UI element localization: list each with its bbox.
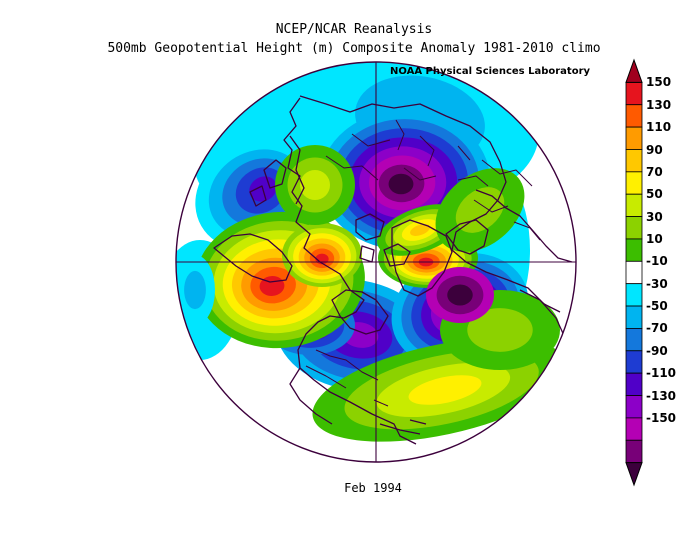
colorbar-label: 30 (646, 209, 663, 224)
colorbar-swatch (625, 305, 643, 329)
colorbar-swatch (625, 260, 643, 285)
colorbar-top-arrow (625, 58, 643, 83)
colorbar-label: -30 (646, 276, 668, 291)
colorbar-swatch (625, 104, 643, 128)
colorbar-swatch (625, 439, 643, 464)
colorbar-swatches (625, 81, 643, 464)
contour-band (184, 270, 206, 310)
colorbar-swatch (625, 372, 643, 396)
colorbar-label: -110 (646, 366, 677, 381)
colorbar-label: -150 (646, 410, 677, 425)
colorbar-label: -50 (646, 299, 668, 314)
colorbar-swatch (625, 417, 643, 441)
colorbar-swatch (625, 238, 643, 262)
eurasia-coast (299, 95, 561, 313)
colorbar-label: -90 (646, 343, 668, 358)
asia-borders (325, 133, 437, 181)
colorbar-swatch (625, 193, 643, 217)
colorbar-label: 130 (646, 97, 672, 112)
map-boundary (175, 61, 577, 463)
europe-borders (457, 159, 541, 241)
scandinavia-coast (445, 219, 489, 255)
japan-coast (249, 159, 287, 207)
north-america-coast (283, 97, 417, 445)
title-line-2: 500mb Geopotential Height (m) Composite … (107, 41, 601, 56)
colorbar-swatch (625, 171, 643, 195)
credit-text: NOAA Physical Sciences Laboratory (390, 66, 591, 77)
colorbar-label: -130 (646, 388, 677, 403)
colorbar-label: 50 (646, 187, 663, 202)
alaska-coast (213, 233, 293, 283)
contour-band (410, 224, 430, 236)
colorbar-swatch (625, 328, 643, 352)
caribbean-coast (379, 419, 427, 435)
hudson-bay-coast (331, 289, 389, 335)
colorbar-label: 70 (646, 164, 663, 179)
colorbar-swatch (625, 350, 643, 374)
contour-band (408, 375, 482, 405)
period-label: Feb 1994 (344, 481, 402, 495)
colorbar-label: 150 (646, 75, 672, 90)
graticule (176, 62, 576, 462)
greenland-coast (391, 219, 453, 297)
colorbar-label: 110 (646, 120, 672, 135)
contour-band (300, 170, 330, 200)
contour-band (388, 173, 414, 195)
colorbar-label: 10 (646, 231, 663, 246)
colorbar-label: 90 (646, 142, 663, 157)
europe-coast (475, 189, 573, 263)
kamchatka-coast (289, 135, 305, 205)
colorbar-swatch (625, 395, 643, 419)
colorbar-swatch (625, 283, 643, 307)
colorbar-swatch (625, 126, 643, 150)
colorbar-bottom-arrow (625, 462, 643, 487)
colorbar-swatch (625, 216, 643, 240)
colorbar-label: -10 (646, 254, 668, 269)
siberia-rivers (395, 119, 471, 167)
colorbar-label: -70 (646, 321, 668, 336)
title-line-1: NCEP/NCAR Reanalysis (275, 22, 433, 37)
colorbar-swatch (625, 149, 643, 173)
colorbar-swatch (625, 81, 643, 106)
mexico-coast (289, 367, 333, 425)
contour-band (447, 284, 473, 306)
contour-band (467, 308, 533, 352)
